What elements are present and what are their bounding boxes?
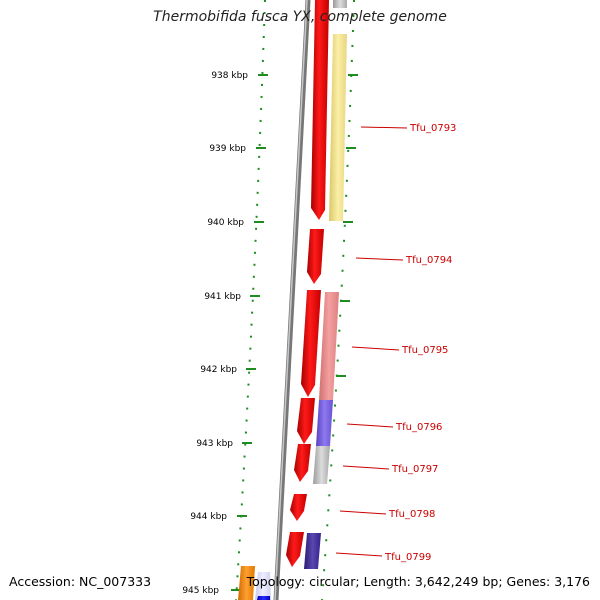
scale-label: 939 kbp xyxy=(209,144,246,154)
scale-label: 945 kbp xyxy=(182,586,219,596)
cds-arrow xyxy=(301,290,321,397)
cds-arrow xyxy=(294,444,311,482)
gene-label[interactable]: Tfu_0797 xyxy=(391,464,438,475)
gene-label[interactable]: Tfu_0795 xyxy=(401,345,448,356)
feature-track xyxy=(304,34,347,569)
feature-segment xyxy=(238,566,255,600)
feature-segment xyxy=(313,446,330,484)
feature-segment xyxy=(333,0,347,8)
scale-label: 938 kbp xyxy=(211,71,248,81)
gene-label[interactable]: Tfu_0793 xyxy=(409,123,456,134)
cds-arrow xyxy=(311,0,329,220)
scale-label: 941 kbp xyxy=(204,292,241,302)
gene-label[interactable]: Tfu_0798 xyxy=(388,509,435,520)
feature-segment xyxy=(255,572,271,600)
cds-arrow xyxy=(286,532,304,567)
gene-label[interactable]: Tfu_0794 xyxy=(405,255,452,266)
cds-arrow xyxy=(290,494,307,521)
genome-backbone xyxy=(273,0,311,600)
gene-leaders xyxy=(335,126,408,557)
scale-ticks xyxy=(231,74,358,591)
cds-arrow xyxy=(307,229,324,284)
gene-label[interactable]: Tfu_0796 xyxy=(395,422,442,433)
scale-labels: 938 kbp 939 kbp 940 kbp 941 kbp 942 kbp … xyxy=(182,71,248,596)
scale-label: 940 kbp xyxy=(207,218,244,228)
scale-label: 943 kbp xyxy=(196,439,233,449)
feature-segment xyxy=(319,292,339,400)
scale-label: 944 kbp xyxy=(190,512,227,522)
gene-labels: Tfu_0793 Tfu_0794 Tfu_0795 Tfu_0796 Tfu_… xyxy=(384,123,456,563)
feature-segment xyxy=(257,596,270,600)
feature-segment xyxy=(304,533,321,569)
feature-segment xyxy=(329,34,347,221)
scale-label: 942 kbp xyxy=(200,365,237,375)
cds-arrow xyxy=(297,398,315,444)
gene-label[interactable]: Tfu_0799 xyxy=(384,552,431,563)
genome-backbone-highlight xyxy=(274,0,308,600)
feature-segment xyxy=(316,400,333,446)
cds-track xyxy=(286,0,329,567)
